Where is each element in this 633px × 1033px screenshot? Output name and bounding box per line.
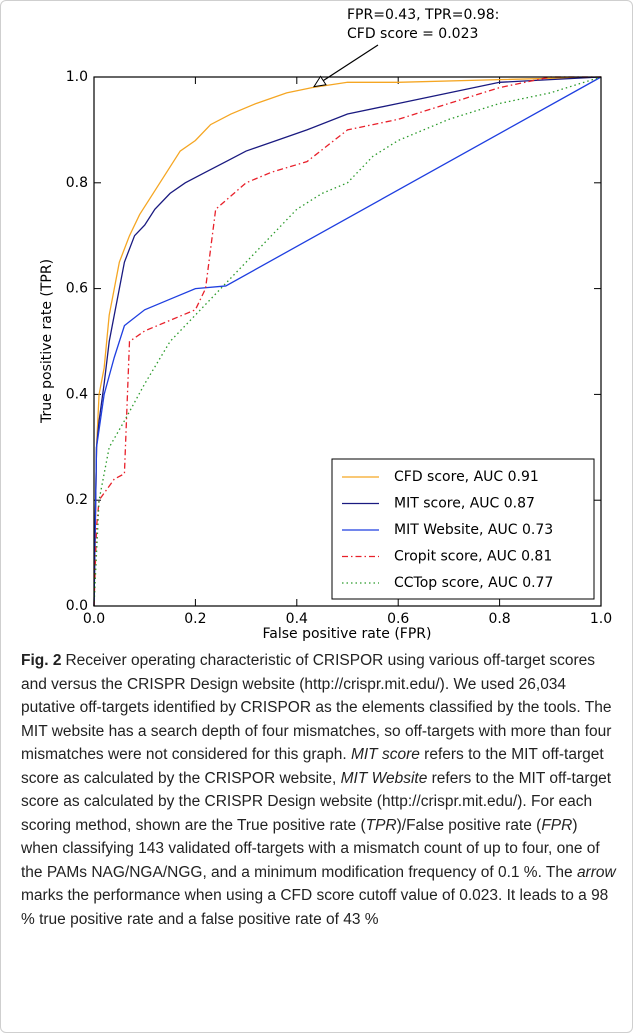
x-tick-label: 0.8 xyxy=(488,611,510,627)
caption-text: marks the performance when using a CFD s… xyxy=(21,887,609,928)
x-tick-label: 0.4 xyxy=(286,611,308,627)
roc-line xyxy=(93,76,601,607)
caption-emphasis: arrow xyxy=(576,863,616,881)
caption: Fig. 2 Receiver operating characteristic … xyxy=(21,649,617,931)
caption-text: ) when classifying 143 validated off-tar… xyxy=(21,816,600,881)
chart: False positive rate (FPR) True positive … xyxy=(39,7,612,642)
y-tick-label: 0.8 xyxy=(66,175,88,191)
x-tick-label: 0.6 xyxy=(387,611,409,627)
caption-text: refers to the MIT off-target score as ca… xyxy=(21,746,604,787)
caption-emphasis: MIT Website xyxy=(340,769,428,787)
annotation-text: FPR=0.43, TPR=0.98: xyxy=(347,7,499,23)
annotation-text: CFD score = 0.023 xyxy=(347,26,478,42)
caption-text: refers to the MIT off-target score as ca… xyxy=(21,769,612,834)
roc-line xyxy=(93,76,602,607)
annotation-arrowhead xyxy=(312,75,327,88)
caption-text: )/False positive rate ( xyxy=(396,816,542,834)
y-tick-label: 1.0 xyxy=(66,69,88,85)
roc-line xyxy=(93,76,602,607)
y-tick-label: 0.6 xyxy=(66,281,88,297)
y-tick-label: 0.4 xyxy=(66,386,88,402)
annotation-arrow xyxy=(313,44,379,88)
legend-label: CFD score, AUC 0.91 xyxy=(394,469,539,485)
legend-label: Cropit score, AUC 0.81 xyxy=(394,549,552,565)
legend-label: CCTop score, AUC 0.77 xyxy=(394,575,553,591)
caption-text: Receiver operating characteristic of CRI… xyxy=(21,652,612,763)
x-tick-label: 0.2 xyxy=(184,611,206,627)
x-axis-label: False positive rate (FPR) xyxy=(263,626,432,642)
x-tick-label: 1.0 xyxy=(590,611,612,627)
caption-emphasis: MIT score xyxy=(350,746,420,763)
x-tick-label: 0.0 xyxy=(83,611,105,627)
plot-frame xyxy=(93,76,602,607)
legend-label: MIT score, AUC 0.87 xyxy=(394,496,535,512)
legend-box xyxy=(331,458,595,600)
roc-line xyxy=(93,76,602,607)
caption-emphasis: FPR xyxy=(541,816,573,834)
y-axis-label: True positive rate (TPR) xyxy=(39,259,55,424)
y-tick-label: 0.0 xyxy=(66,598,88,614)
caption-emphasis: TPR xyxy=(365,816,397,834)
y-tick-label: 0.2 xyxy=(66,492,88,508)
legend-label: MIT Website, AUC 0.73 xyxy=(394,522,553,538)
roc-line xyxy=(93,76,602,607)
figure-label: Fig. 2 xyxy=(21,652,62,669)
